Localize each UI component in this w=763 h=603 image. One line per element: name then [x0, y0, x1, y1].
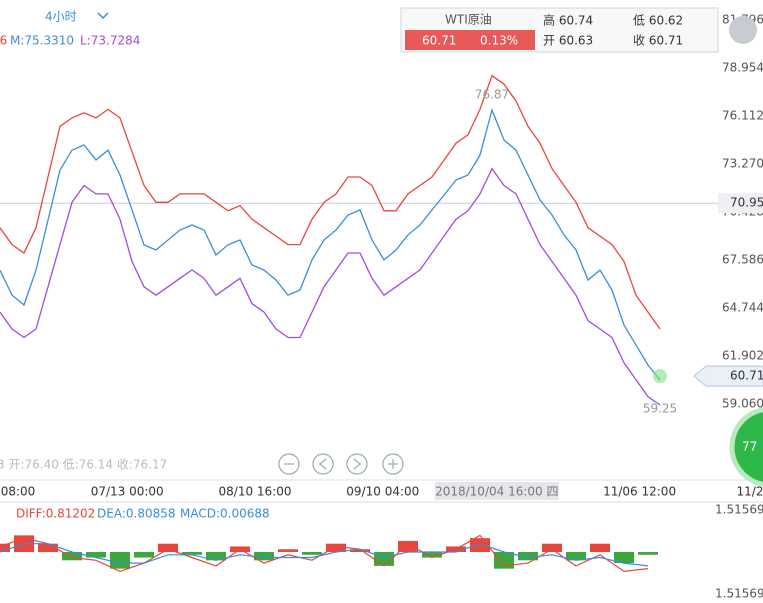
- y-tick-label: 1.51569: [715, 587, 763, 600]
- last-price-tag: [693, 365, 763, 387]
- macd-bar: [518, 552, 538, 561]
- macd-bar: [254, 552, 274, 561]
- crosshair-y-label: 70.95: [730, 196, 763, 210]
- quote-name: WTI原油: [445, 13, 492, 27]
- legend-entry: M:75.3310: [10, 34, 74, 48]
- macd-bar: [134, 552, 154, 558]
- ohlc-readout: 3 开:76.40 低:76.14 收:76.17: [0, 458, 167, 472]
- macd-bar: [38, 543, 58, 552]
- quote-close: 收 60.71: [633, 34, 683, 48]
- series-line: [0, 543, 649, 567]
- macd-bar: [614, 552, 634, 564]
- quote-price: 60.71: [422, 34, 456, 48]
- scroll-right[interactable]: [346, 453, 368, 475]
- zoom-in[interactable]: [382, 453, 404, 475]
- y-tick-label: 78.9541: [722, 60, 763, 74]
- x-tick-label: 09/10 04:00: [346, 485, 419, 499]
- macd-bar: [398, 540, 418, 552]
- legend-entry: MACD:0.00688: [180, 507, 270, 521]
- macd-bar: [494, 552, 514, 569]
- macd-bar: [542, 543, 562, 552]
- quote-low: 低 60.62: [633, 14, 683, 28]
- crosshair-x-box: [434, 482, 559, 500]
- x-tick-label: 08:00: [1, 485, 36, 499]
- legend-entry: DEA:0.80858: [97, 507, 176, 521]
- x-tick-label: 11/2: [737, 485, 763, 499]
- legend-entry: DIFF:0.81202: [16, 507, 95, 521]
- macd-bar: [278, 549, 298, 552]
- quote-high: 高 60.74: [543, 13, 593, 28]
- scroll-left[interactable]: [312, 453, 334, 475]
- x-tick-label: 07/13 00:00: [91, 485, 164, 499]
- macd-bar: [158, 543, 178, 552]
- macd-bar: [638, 552, 658, 555]
- zoom-out[interactable]: [278, 453, 300, 475]
- y-tick-label: 59.0605: [722, 397, 763, 411]
- x-tick-label: 08/10 16:00: [219, 485, 292, 499]
- macd-bar: [62, 552, 82, 561]
- badge-text[interactable]: 77: [742, 440, 757, 454]
- macd-bar: [326, 543, 346, 552]
- currency-icon[interactable]: [729, 16, 757, 44]
- macd-bar: [0, 543, 10, 552]
- legend-entry: L:73.7284: [80, 34, 140, 48]
- quote-open: 开 60.63: [543, 34, 593, 48]
- crosshair-y-box: [718, 193, 763, 214]
- series-line: [0, 74, 661, 330]
- dropdown-arrow[interactable]: [97, 12, 109, 20]
- macd-bar: [86, 552, 106, 558]
- macd-bar: [422, 552, 442, 558]
- annotation: 76.87: [475, 88, 509, 102]
- floating-badge[interactable]: [729, 407, 763, 487]
- quote-change: 0.13%: [480, 34, 518, 48]
- last-price-label: 60.71: [730, 369, 763, 383]
- macd-bar: [566, 552, 586, 561]
- y-tick-label: 73.2702: [722, 156, 763, 170]
- y-tick-label: 64.7444: [722, 300, 763, 314]
- y-tick-label: 76.1122: [722, 108, 763, 122]
- series-line: [0, 167, 661, 406]
- series-line: [0, 107, 661, 381]
- macd-bar: [206, 552, 226, 561]
- macd-bar: [350, 549, 370, 552]
- price-box: [405, 30, 535, 50]
- macd-bar: [182, 552, 202, 555]
- legend-entry: 36: [0, 34, 7, 48]
- macd-bar: [110, 552, 130, 569]
- annotation: 59.25: [643, 401, 677, 415]
- macd-bar: [590, 543, 610, 552]
- last-price-glow: [653, 369, 667, 384]
- x-tick-label: 11/06 12:00: [603, 485, 676, 499]
- macd-bar: [302, 552, 322, 555]
- zoom-controls: [278, 453, 404, 475]
- y-tick-label: 1.51569: [715, 503, 763, 517]
- crosshair-x-label: 2018/10/04 16:00 四: [435, 485, 558, 499]
- interval-select[interactable]: 4小时: [45, 10, 77, 24]
- y-tick-label: 67.5863: [722, 253, 763, 267]
